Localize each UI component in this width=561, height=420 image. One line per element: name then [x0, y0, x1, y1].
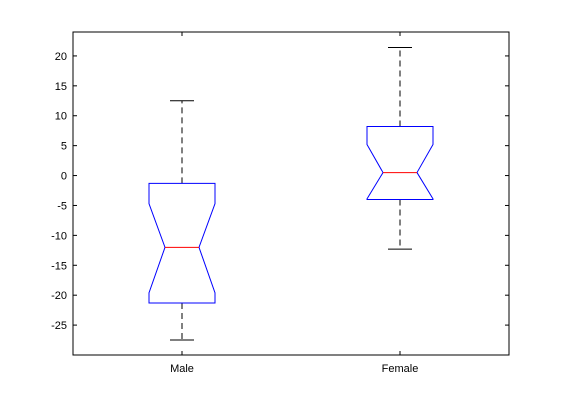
y-tick-label: -15: [51, 260, 67, 272]
plot-area: [72, 31, 510, 356]
y-tick-label: -5: [57, 200, 67, 212]
x-tick-label: Female: [382, 363, 419, 375]
x-axis: Male Female: [170, 32, 418, 375]
box-female: [366, 47, 434, 250]
notched-box: [366, 126, 434, 200]
y-tick-label: 10: [55, 111, 67, 123]
box-male: [148, 100, 216, 341]
y-tick-label: 5: [61, 141, 67, 153]
boxes-layer: [148, 47, 434, 341]
y-tick-label: -20: [51, 290, 67, 302]
y-tick-label: -25: [51, 320, 67, 332]
y-axis: -25 -20 -15 -10 -5 0 5 10 15 20: [51, 51, 509, 332]
y-tick-label: -10: [51, 230, 67, 242]
notched-box: [148, 182, 216, 304]
y-tick-label: 20: [55, 51, 67, 63]
y-tick-label: 15: [55, 81, 67, 93]
y-tick-label: 0: [61, 171, 67, 183]
x-tick-label: Male: [170, 363, 194, 375]
